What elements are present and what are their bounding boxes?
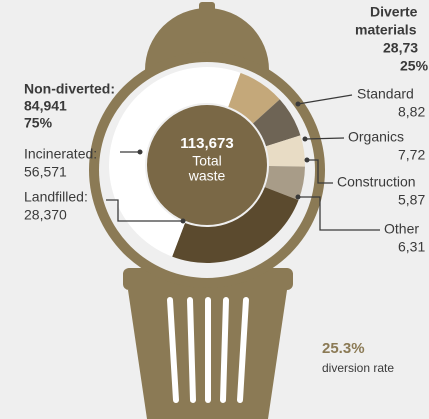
donut-segment <box>108 66 241 257</box>
segment-value: 8,82 <box>398 104 425 120</box>
segment-value: 7,72 <box>398 147 425 163</box>
total-value: 113,673 <box>180 135 233 152</box>
leader-line <box>106 199 183 222</box>
can-slots <box>167 297 249 403</box>
donut-segment <box>228 72 280 124</box>
segment-name: Construction <box>337 174 416 190</box>
leader-line <box>307 159 333 184</box>
donut-segment <box>264 166 305 201</box>
group-percent: 25% <box>400 58 429 74</box>
group-title: materials <box>355 22 417 38</box>
total-caption: Total <box>192 153 222 169</box>
donut-segment <box>253 99 301 147</box>
group-title: Non-diverted: <box>24 81 115 97</box>
leader-line <box>304 137 345 140</box>
leader-dot <box>295 101 301 107</box>
lid-knob <box>199 2 215 12</box>
leader-line <box>297 94 353 105</box>
leader-dot <box>137 149 143 155</box>
group-title: Diverte <box>370 4 418 20</box>
total-caption: waste <box>188 168 226 184</box>
group-percent: 75% <box>24 115 53 131</box>
segment-name: Incinerated: <box>24 146 97 162</box>
leader-dot <box>295 194 301 200</box>
leader-dot <box>180 218 186 224</box>
segment-name: Organics <box>348 129 404 145</box>
donut-segment <box>266 135 305 167</box>
lid-dome <box>145 8 269 70</box>
leader-dot <box>304 157 310 163</box>
leader-line <box>298 196 380 231</box>
segment-value: 5,87 <box>398 192 425 208</box>
donut-segment <box>172 187 299 263</box>
group-value: 84,941 <box>24 98 67 114</box>
leader-dot <box>302 136 308 142</box>
segment-name: Standard <box>357 86 414 102</box>
rate-caption: diversion rate <box>322 361 394 375</box>
segment-name: Other <box>384 221 419 237</box>
donut-center <box>147 105 267 225</box>
segment-value: 6,31 <box>398 239 425 255</box>
group-value: 28,73 <box>383 40 418 56</box>
rate-value: 25.3% <box>322 340 365 357</box>
segment-value: 56,571 <box>24 164 67 180</box>
segment-value: 28,370 <box>24 207 67 223</box>
segment-name: Landfilled: <box>24 189 88 205</box>
donut <box>108 66 305 263</box>
